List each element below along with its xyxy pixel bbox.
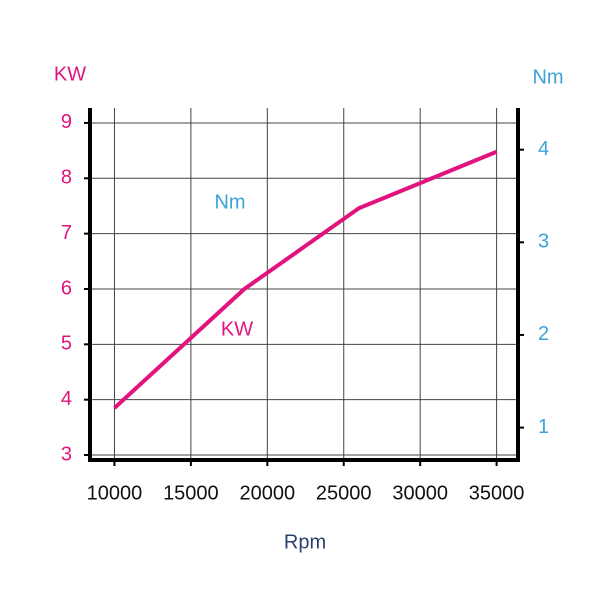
y2-tick-label: 4 <box>538 138 549 160</box>
y-tick-label: 8 <box>61 167 72 189</box>
x-tick-label: 15000 <box>163 482 219 504</box>
y-tick-label: 6 <box>61 277 72 299</box>
x-tick-label: 35000 <box>469 482 525 504</box>
y-tick-label: 3 <box>61 443 72 465</box>
y2-tick-label: 1 <box>538 416 549 438</box>
x-axis-title: Rpm <box>284 531 326 553</box>
x-tick-label: 20000 <box>240 482 296 504</box>
series-line <box>113 149 498 410</box>
axis-frame <box>88 108 520 462</box>
series-label: KW <box>221 318 253 340</box>
y-tick-label: 7 <box>61 222 72 244</box>
x-tick-label: 30000 <box>392 482 448 504</box>
x-tick-label: 10000 <box>87 482 143 504</box>
y2-axis-title: Nm <box>532 66 563 88</box>
y-axis-title: KW <box>54 63 86 85</box>
y-tick-label: 9 <box>61 111 72 133</box>
y2-tick-label: 2 <box>538 323 549 345</box>
y-tick-label: 5 <box>61 333 72 355</box>
series-label: Nm <box>214 191 245 213</box>
x-tick-label: 25000 <box>316 482 372 504</box>
y2-tick-label: 3 <box>538 231 549 253</box>
y-tick-label: 4 <box>61 388 72 410</box>
